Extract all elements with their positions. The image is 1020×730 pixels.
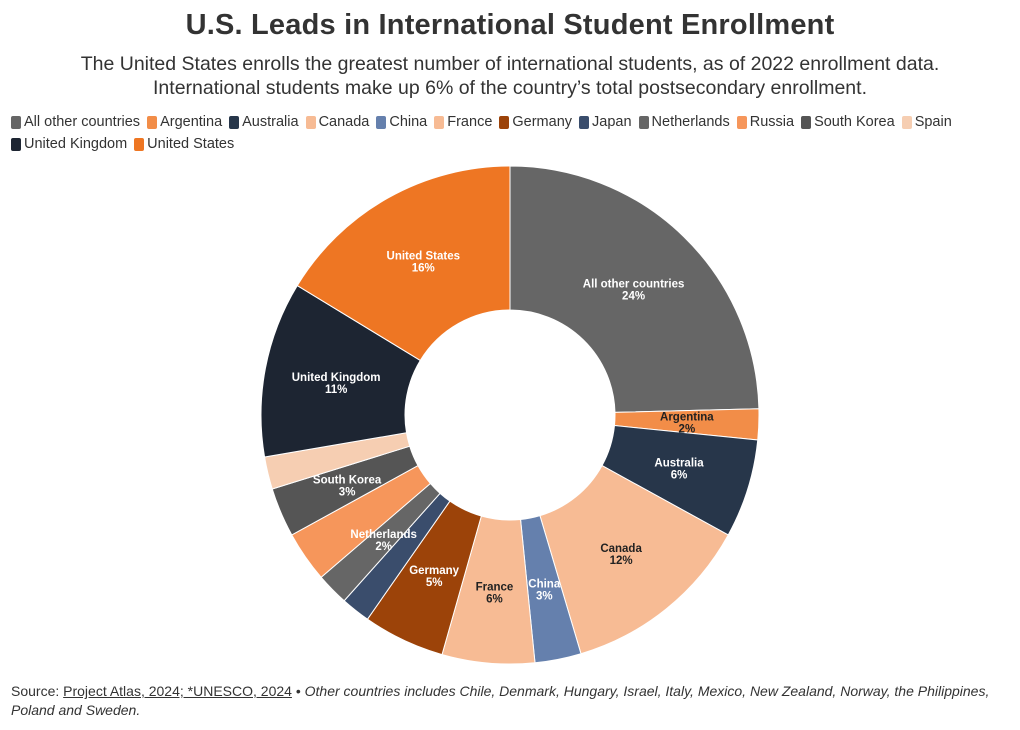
- legend-label: Argentina: [160, 114, 223, 130]
- slice-percent: 16%: [412, 263, 435, 275]
- slice-label: United Kingdom: [292, 372, 381, 384]
- legend-swatch: [11, 116, 21, 129]
- legend-swatch: [801, 116, 812, 129]
- slice-label: Canada: [600, 543, 642, 555]
- slice-all-other-countries[interactable]: [509, 165, 760, 413]
- slice-label: China: [528, 579, 561, 591]
- chart-title: U.S. Leads in International Student Enro…: [185, 9, 835, 41]
- legend-item[interactable]: Netherlands: [638, 113, 730, 132]
- legend-swatch: [305, 116, 316, 129]
- slice-label: Australia: [654, 458, 704, 470]
- legend-swatch: [736, 116, 747, 129]
- source-footnote: Source: Project Atlas, 2024; *UNESCO, 20…: [11, 682, 1011, 720]
- slice-label: All other countries: [583, 278, 685, 290]
- chart-subtitle: The United States enrolls the greatest n…: [0, 52, 1020, 100]
- subtitle-line-1: The United States enrolls the greatest n…: [80, 53, 940, 75]
- legend-item[interactable]: United States: [134, 135, 234, 154]
- source-link[interactable]: Project Atlas, 2024; *UNESCO, 2024: [63, 683, 292, 699]
- slice-label: United States: [387, 251, 461, 263]
- legend-swatch: [147, 116, 158, 129]
- slice-percent: 11%: [325, 384, 347, 396]
- legend-label: All other countries: [24, 114, 141, 130]
- slice-percent: 5%: [426, 577, 443, 589]
- slice-label: Germany: [409, 565, 459, 577]
- legend-item[interactable]: Russia: [736, 113, 795, 132]
- legend-swatch: [499, 116, 510, 129]
- slice-label: Netherlands: [350, 529, 416, 541]
- slice-label: Argentina: [660, 412, 714, 424]
- slice-percent: 3%: [536, 591, 553, 603]
- legend-swatch: [229, 116, 240, 129]
- slice-percent: 3%: [339, 486, 356, 498]
- legend-item[interactable]: Germany: [499, 113, 572, 132]
- legend-item[interactable]: France: [434, 113, 492, 132]
- slice-united-states[interactable]: [296, 165, 511, 362]
- legend-label: France: [447, 114, 493, 130]
- legend-label: Germany: [512, 114, 573, 130]
- legend-item[interactable]: Australia: [229, 113, 299, 132]
- legend-item[interactable]: China: [376, 113, 427, 132]
- slice-percent: 12%: [610, 555, 633, 567]
- legend-swatch: [376, 116, 387, 129]
- slice-label: South Korea: [313, 474, 382, 486]
- legend-item[interactable]: All other countries: [11, 113, 140, 132]
- source-note: Other countries includes Chile, Denmark,…: [11, 683, 990, 718]
- slice-united-kingdom[interactable]: [260, 284, 421, 458]
- legend-item[interactable]: Canada: [305, 113, 370, 132]
- legend-label: Netherlands: [651, 114, 730, 130]
- donut-chart: All other countries24%Argentina2%Austral…: [260, 165, 760, 665]
- slice-percent: 2%: [679, 424, 696, 436]
- slice-percent: 6%: [671, 470, 688, 482]
- legend-swatch: [579, 116, 590, 129]
- legend-swatch: [11, 138, 21, 151]
- legend-label: Canada: [318, 114, 370, 130]
- legend-swatch: [134, 138, 145, 151]
- legend-label: Japan: [592, 114, 632, 130]
- legend-item[interactable]: South Korea: [801, 113, 895, 132]
- legend-item[interactable]: United Kingdom: [11, 135, 127, 154]
- source-separator: •: [291, 683, 305, 699]
- chart-legend: All other countries Argentina Australia Can…: [11, 113, 1011, 157]
- legend-label: United Kingdom: [24, 136, 128, 152]
- slice-canada[interactable]: [539, 464, 729, 655]
- legend-label: China: [389, 114, 428, 130]
- subtitle-line-2: International students make up 6% of the…: [153, 77, 867, 99]
- legend-swatch: [434, 116, 445, 129]
- slice-percent: 24%: [622, 290, 645, 302]
- legend-swatch: [638, 116, 649, 129]
- legend-item[interactable]: Japan: [579, 113, 632, 132]
- legend-item[interactable]: Argentina: [147, 113, 222, 132]
- slice-percent: 6%: [486, 593, 503, 605]
- legend-label: South Korea: [814, 114, 895, 130]
- slice-label: France: [476, 581, 514, 593]
- legend-label: United States: [147, 136, 235, 152]
- source-prefix: Source:: [11, 683, 64, 699]
- legend-swatch: [901, 116, 912, 129]
- legend-label: Australia: [242, 114, 299, 130]
- legend-label: Russia: [749, 114, 795, 130]
- legend-item[interactable]: Spain: [901, 113, 952, 132]
- legend-label: Spain: [914, 114, 952, 130]
- slice-percent: 2%: [375, 541, 392, 553]
